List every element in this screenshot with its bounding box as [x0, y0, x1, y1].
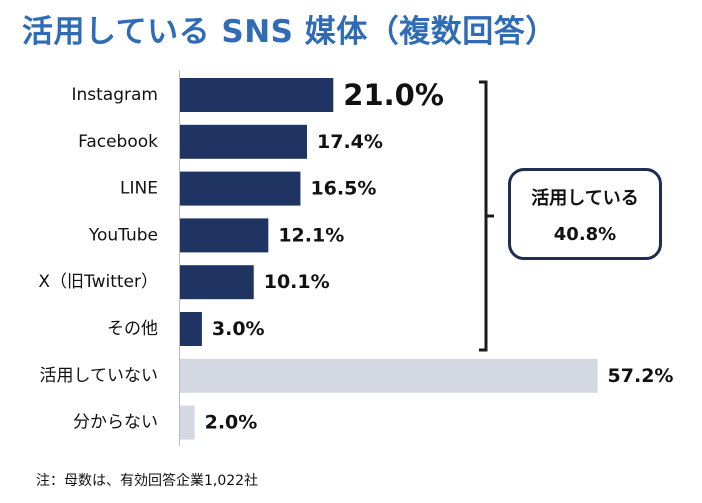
bar-6 — [180, 358, 598, 393]
bar-2 — [180, 171, 301, 206]
bars-group — [180, 78, 598, 440]
category-label-7: 分からない — [73, 413, 158, 433]
category-label-5: その他 — [107, 319, 158, 339]
category-labels-group: Instagram Facebook LINE YouTube X（旧Twitter） そ… — [38, 85, 158, 433]
page-title: 活用している SNS 媒体（複数回答） — [22, 14, 557, 50]
using-group-bracket — [479, 80, 494, 352]
bar-5 — [180, 312, 202, 346]
category-label-0: Instagram — [72, 85, 159, 105]
bar-1 — [180, 124, 308, 159]
category-label-3: YouTube — [88, 225, 158, 245]
footnote: 注：母数は、有効回答企業1,022社 — [36, 473, 259, 489]
using-total-value: 40.8% — [553, 223, 617, 245]
value-label-2: 16.5% — [310, 178, 376, 200]
category-label-2: LINE — [120, 179, 158, 199]
value-label-1: 17.4% — [317, 131, 383, 153]
category-label-6: 活用していない — [40, 366, 159, 386]
value-label-4: 10.1% — [264, 271, 330, 293]
value-label-3: 12.1% — [278, 224, 344, 246]
value-labels-group: 21.0% 17.4% 16.5% 12.1% 10.1% 3.0% 57.2% 2.0% — [205, 78, 674, 434]
bar-7 — [180, 405, 195, 440]
value-label-0: 21.0% — [343, 78, 444, 112]
bar-4 — [180, 265, 254, 300]
value-label-7: 2.0% — [205, 412, 258, 434]
value-label-6: 57.2% — [608, 365, 674, 387]
using-total-callout: 活用している 40.8% — [508, 168, 662, 260]
bar-3 — [180, 218, 269, 253]
category-label-1: Facebook — [78, 132, 158, 152]
bar-0 — [180, 78, 334, 112]
value-label-5: 3.0% — [212, 318, 265, 340]
using-total-label: 活用している — [531, 187, 639, 209]
category-label-4: X（旧Twitter） — [38, 272, 158, 292]
